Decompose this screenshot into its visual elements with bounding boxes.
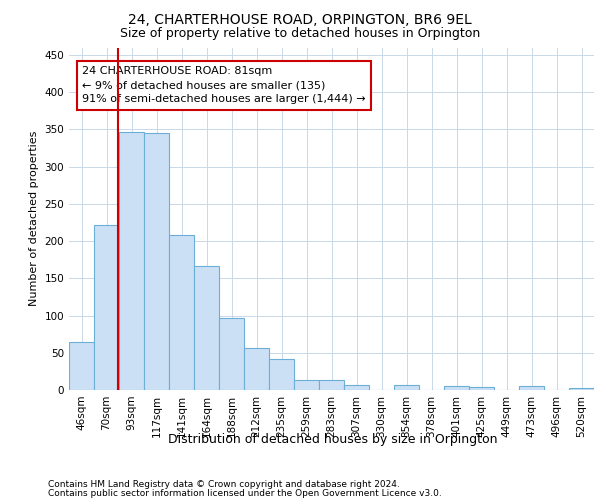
Bar <box>394 385 419 390</box>
Bar <box>344 385 369 390</box>
Bar <box>144 133 169 390</box>
Bar <box>319 380 344 390</box>
Bar <box>94 226 119 390</box>
Bar <box>469 387 494 390</box>
Y-axis label: Number of detached properties: Number of detached properties <box>29 131 39 306</box>
Text: Contains HM Land Registry data © Crown copyright and database right 2024.: Contains HM Land Registry data © Crown c… <box>48 480 400 489</box>
Bar <box>269 358 294 390</box>
Text: 24 CHARTERHOUSE ROAD: 81sqm
← 9% of detached houses are smaller (135)
91% of sem: 24 CHARTERHOUSE ROAD: 81sqm ← 9% of deta… <box>82 66 366 104</box>
Bar <box>519 386 544 390</box>
Text: 24, CHARTERHOUSE ROAD, ORPINGTON, BR6 9EL: 24, CHARTERHOUSE ROAD, ORPINGTON, BR6 9E… <box>128 12 472 26</box>
Bar <box>294 380 319 390</box>
Text: Contains public sector information licensed under the Open Government Licence v3: Contains public sector information licen… <box>48 488 442 498</box>
Bar <box>244 348 269 390</box>
Bar <box>194 266 219 390</box>
Bar <box>169 235 194 390</box>
Bar <box>569 388 594 390</box>
Bar <box>69 342 94 390</box>
Bar <box>444 386 469 390</box>
Text: Distribution of detached houses by size in Orpington: Distribution of detached houses by size … <box>168 432 498 446</box>
Bar <box>119 132 144 390</box>
Bar <box>219 318 244 390</box>
Text: Size of property relative to detached houses in Orpington: Size of property relative to detached ho… <box>120 28 480 40</box>
